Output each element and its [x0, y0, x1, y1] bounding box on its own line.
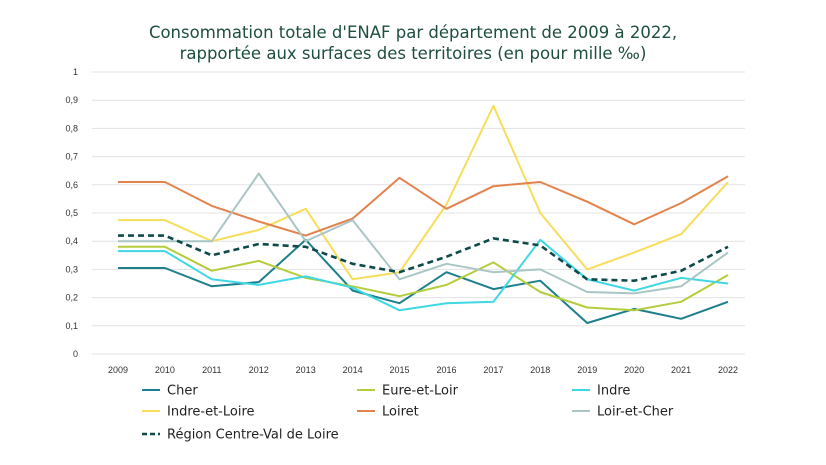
series-line-r-gion-centre-val-de-loire: [118, 234, 729, 283]
x-tick-label: 2022: [718, 365, 738, 375]
chart-title-line-2: rapportée aux surfaces des territoires (…: [179, 44, 647, 63]
y-tick-label: 0,8: [65, 123, 78, 133]
chart-title-line-1: Consommation totale d'ENAF par départeme…: [148, 23, 678, 42]
x-tick-label: 2014: [343, 365, 363, 375]
x-axis: 2009 2010 2011 2012 2013 2014 2015 2016 2017 2018…: [108, 365, 738, 375]
legend-item[interactable]: Indre: [572, 384, 630, 399]
legend-item[interactable]: Loiret: [357, 405, 419, 420]
y-tick-label: 1: [73, 67, 78, 77]
y-tick-label: 0,5: [65, 208, 78, 218]
legend-label: Indre-et-Loire: [167, 405, 255, 420]
legend-item[interactable]: Eure-et-Loir: [357, 384, 459, 399]
y-tick-label: 0,2: [65, 293, 78, 303]
grid-lines: [92, 71, 745, 355]
x-tick-label: 2015: [390, 365, 410, 375]
series-line-indre: [118, 238, 729, 312]
y-tick-label: 0,7: [65, 152, 78, 162]
legend-item[interactable]: Loir-et-Cher: [572, 405, 674, 420]
x-tick-label: 2016: [436, 365, 456, 375]
series-line-cher: [118, 238, 729, 324]
x-tick-label: 2018: [530, 365, 550, 375]
legend-label: Indre: [597, 384, 630, 399]
legend-item[interactable]: Région Centre-Val de Loire: [142, 428, 339, 443]
legend-label: Loiret: [382, 405, 419, 420]
x-tick-label: 2012: [249, 365, 269, 375]
y-tick-label: 0,1: [65, 321, 78, 331]
x-tick-label: 2021: [671, 365, 691, 375]
y-tick-label: 0,9: [65, 95, 78, 105]
y-axis: 0 0,1 0,2 0,3 0,4 0,5 0,6 0,7 0,8 0,9 1: [65, 67, 78, 359]
series-line-eure-et-loir: [118, 245, 729, 312]
legend[interactable]: Cher Eure-et-Loir Indre Indre-et-Loire Loire…: [142, 384, 674, 443]
x-tick-label: 2011: [202, 365, 221, 375]
y-tick-label: 0,4: [65, 236, 78, 246]
series-line-loiret: [118, 175, 729, 237]
legend-label: Loir-et-Cher: [597, 405, 674, 420]
y-tick-label: 0: [73, 349, 78, 359]
legend-item[interactable]: Indre-et-Loire: [142, 405, 255, 420]
legend-label: Cher: [167, 384, 198, 399]
legend-label: Eure-et-Loir: [382, 384, 459, 399]
series-line-loir-et-cher: [118, 172, 729, 295]
x-tick-label: 2017: [483, 365, 503, 375]
legend-label: Région Centre-Val de Loire: [167, 428, 339, 443]
y-tick-label: 0,6: [65, 180, 78, 190]
y-tick-label: 0,3: [65, 264, 78, 274]
series-group: [118, 104, 729, 324]
x-tick-label: 2013: [296, 365, 316, 375]
chart-title: Consommation totale d'ENAF par départeme…: [0, 22, 826, 64]
x-tick-label: 2020: [624, 365, 644, 375]
series-line-indre-et-loire: [118, 104, 729, 281]
x-tick-label: 2010: [155, 365, 175, 375]
legend-item[interactable]: Cher: [142, 384, 198, 399]
x-tick-label: 2009: [108, 365, 128, 375]
x-tick-label: 2019: [577, 365, 597, 375]
